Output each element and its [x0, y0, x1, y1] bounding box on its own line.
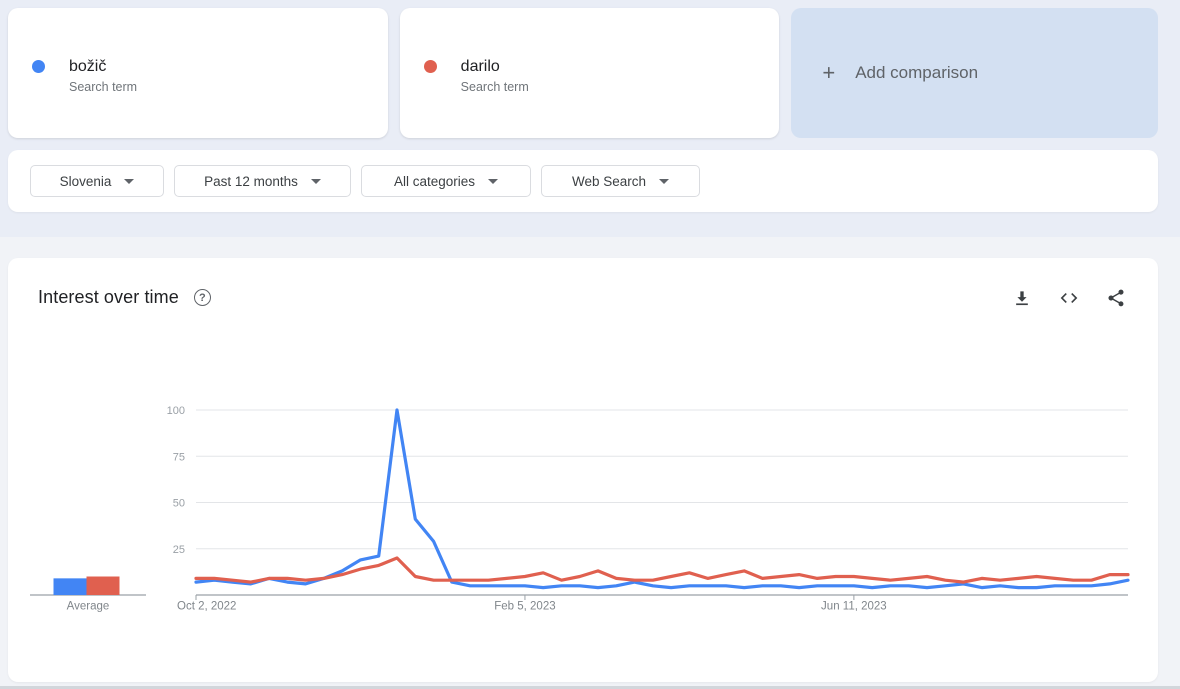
add-comparison-label: Add comparison [855, 63, 979, 82]
header-band: božič Search term darilo Search term + A… [0, 0, 1180, 237]
chevron-down-icon [659, 178, 670, 184]
comparison-cards-row: božič Search term darilo Search term + A… [8, 8, 1159, 138]
add-comparison-button[interactable]: + Add comparison [791, 8, 1159, 138]
average-bar-darilo[interactable] [86, 576, 120, 596]
y-axis-label: 25 [173, 544, 185, 556]
interest-over-time-card: Interest over time ? 25 50 75 100 Oc [8, 258, 1158, 682]
series-line-darilo[interactable] [194, 556, 1130, 584]
filter-property-dropdown[interactable]: Web Search [541, 165, 700, 197]
average-label: Average [67, 601, 110, 613]
term-type-label: Search term [460, 80, 529, 94]
search-term-card-darilo[interactable]: darilo Search term [399, 8, 780, 138]
page-bottom-edge [0, 686, 1180, 689]
filter-time-label: Past 12 months [204, 173, 298, 189]
filter-geo-dropdown[interactable]: Slovenia [30, 165, 164, 197]
filter-time-dropdown[interactable]: Past 12 months [174, 165, 351, 197]
x-axis-label: Jun 11, 2023 [821, 601, 887, 613]
filter-property-label: Web Search [571, 173, 647, 189]
chart-card-header: Interest over time ? [38, 287, 1126, 308]
plus-icon: + [822, 60, 836, 85]
series-line-bozic[interactable] [194, 408, 1130, 590]
download-icon[interactable] [1012, 288, 1032, 308]
help-icon[interactable]: ? [193, 289, 211, 306]
main-content: Interest over time ? 25 50 75 100 Oc [0, 237, 1180, 682]
y-axis-label: 100 [167, 405, 185, 417]
chevron-down-icon [124, 178, 135, 184]
filter-category-label: All categories [393, 173, 476, 189]
y-axis-label: 75 [173, 451, 185, 463]
term-texts: božič Search term [69, 56, 137, 94]
term-label: božič [69, 58, 107, 75]
x-axis-label: Feb 5, 2023 [494, 601, 555, 613]
search-term-card-bozic[interactable]: božič Search term [8, 8, 388, 138]
interest-over-time-chart[interactable]: 25 50 75 100 Oct 2, 2022 Feb 5, 2023 Jun 11, 2… [8, 258, 1158, 682]
share-icon[interactable] [1106, 288, 1126, 308]
chevron-down-icon [310, 178, 321, 184]
chevron-down-icon [488, 178, 499, 184]
chart-actions [1012, 288, 1126, 308]
average-bar-bozic[interactable] [53, 578, 87, 595]
term-label: darilo [460, 58, 500, 75]
series-color-dot-blue [32, 60, 45, 73]
term-texts: darilo Search term [461, 56, 529, 94]
y-axis-label: 50 [173, 498, 185, 510]
card-title: Interest over time [38, 287, 179, 307]
filter-category-dropdown[interactable]: All categories [361, 165, 531, 197]
x-axis-label: Oct 2, 2022 [177, 601, 236, 613]
filter-bar: Slovenia Past 12 months All categories W… [8, 150, 1158, 212]
embed-icon[interactable] [1058, 288, 1080, 308]
term-type-label: Search term [69, 80, 138, 94]
title-wrap: Interest over time ? [38, 287, 211, 308]
series-color-dot-red [423, 60, 437, 73]
filter-geo-label: Slovenia [59, 173, 112, 189]
